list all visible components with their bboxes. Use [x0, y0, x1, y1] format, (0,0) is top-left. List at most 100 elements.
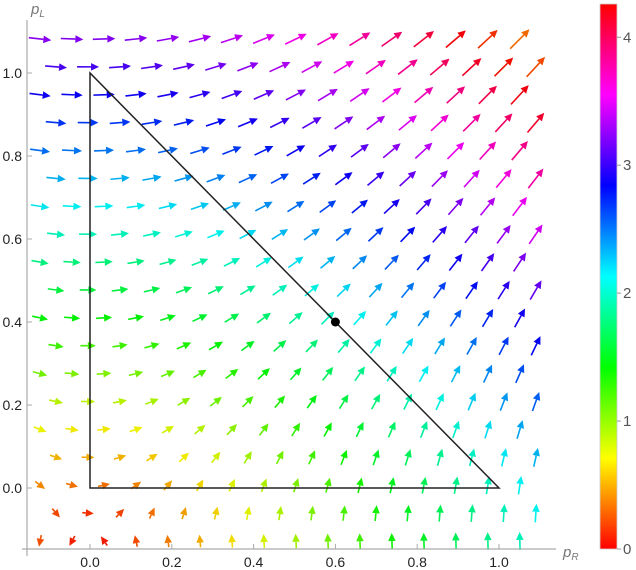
- arrow-shaft: [534, 511, 537, 523]
- arrow-shaft: [334, 120, 348, 130]
- arrow-head: [164, 534, 173, 544]
- arrow-shaft: [320, 260, 330, 269]
- arrow-head: [311, 228, 320, 237]
- vector-arrow: [493, 57, 514, 77]
- vector-arrow: [237, 118, 258, 128]
- arrow-shaft: [45, 120, 59, 124]
- vector-arrow: [51, 508, 60, 518]
- arrow-head: [485, 364, 493, 374]
- arrow-head: [377, 59, 386, 68]
- vector-arrow: [286, 145, 306, 157]
- vector-arrow: [452, 476, 460, 494]
- vector-arrow: [304, 283, 320, 297]
- arrow-head: [246, 285, 256, 293]
- arrow-head: [328, 144, 338, 153]
- arrow-head: [89, 230, 98, 238]
- vector-arrow: [62, 202, 82, 211]
- arrow-shaft: [304, 288, 314, 297]
- vector-arrow: [436, 448, 444, 466]
- vector-arrow: [431, 170, 448, 188]
- vector-arrow: [484, 532, 492, 550]
- arrow-shaft: [142, 177, 154, 181]
- arrow-shaft: [413, 35, 429, 48]
- vector-arrow: [404, 504, 412, 522]
- arrow-head: [185, 118, 195, 126]
- arrow-head: [100, 536, 109, 546]
- arrow-head: [423, 198, 432, 207]
- arrow-head: [196, 479, 204, 489]
- arrow-shaft: [109, 121, 123, 125]
- vector-arrow: [516, 531, 524, 551]
- arrow-shaft: [178, 457, 184, 463]
- arrow-shaft: [302, 176, 315, 185]
- arrow-shaft: [513, 315, 522, 328]
- colorbar-ticks: 0 1 2 3 4: [617, 29, 631, 558]
- vector-arrow: [189, 90, 211, 99]
- vector-arrow: [177, 397, 191, 406]
- vector-arrow: [284, 33, 307, 45]
- arrow-head: [309, 339, 318, 348]
- arrow-head: [234, 34, 244, 42]
- arrow-shaft: [482, 371, 490, 383]
- vector-arrows: [28, 29, 546, 551]
- arrow-shaft: [319, 204, 331, 213]
- arrow-head: [372, 393, 381, 403]
- vector-arrow: [316, 33, 339, 46]
- arrow-shaft: [449, 315, 458, 327]
- vector-arrow: [209, 396, 222, 407]
- arrow-shaft: [301, 64, 316, 74]
- arrow-shaft: [365, 63, 380, 75]
- colorbar-tick-label: 0: [623, 541, 631, 558]
- arrow-shaft: [516, 427, 522, 439]
- arrow-shaft: [192, 317, 201, 323]
- arrow-shaft: [466, 343, 474, 355]
- arrow-shaft: [333, 64, 348, 74]
- vector-arrow: [144, 342, 160, 350]
- x-tick-label: 0.8: [407, 554, 427, 570]
- vector-arrow: [370, 393, 381, 410]
- arrow-head: [245, 340, 255, 349]
- arrow-head: [71, 314, 81, 322]
- vector-arrow: [269, 61, 291, 73]
- arrow-head: [292, 478, 300, 487]
- arrow-head: [422, 254, 431, 263]
- arrow-shaft: [46, 176, 58, 180]
- arrow-shaft: [325, 485, 329, 493]
- arrow-head: [263, 257, 272, 265]
- arrow-head: [280, 117, 290, 125]
- arrow-head: [214, 341, 223, 349]
- vector-arrow: [388, 477, 396, 494]
- vector-arrow: [356, 477, 364, 494]
- vector-arrow: [211, 506, 220, 520]
- vector-arrow: [255, 257, 272, 268]
- arrow-head: [277, 395, 286, 405]
- vector-arrow: [45, 63, 68, 71]
- arrow-head: [423, 142, 433, 151]
- arrow-head: [360, 88, 370, 96]
- arrow-shaft: [403, 400, 410, 410]
- vector-arrow: [496, 225, 511, 244]
- vector-arrow: [32, 314, 49, 322]
- vector-arrow: [340, 505, 348, 521]
- vector-arrow: [448, 253, 463, 272]
- arrow-head: [361, 32, 371, 40]
- arrow-head: [117, 454, 127, 462]
- vector-arrow: [241, 396, 254, 408]
- arrow-shaft: [260, 485, 265, 493]
- vector-arrow: [96, 369, 112, 378]
- arrow-shaft: [349, 91, 364, 103]
- vector-arrow: [308, 505, 316, 521]
- arrow-shaft: [63, 260, 73, 263]
- arrow-shaft: [323, 428, 329, 437]
- vector-arrow: [450, 365, 461, 383]
- arrow-shaft: [238, 176, 251, 184]
- colorbar: [599, 3, 618, 550]
- vector-arrow: [368, 282, 383, 298]
- arrow-head: [438, 226, 448, 235]
- arrow-head: [343, 227, 352, 236]
- vector-arrow: [164, 534, 173, 548]
- arrow-shaft: [389, 484, 393, 494]
- arrow-head: [441, 58, 450, 67]
- arrow-shaft: [404, 456, 409, 466]
- arrow-shaft: [374, 513, 377, 522]
